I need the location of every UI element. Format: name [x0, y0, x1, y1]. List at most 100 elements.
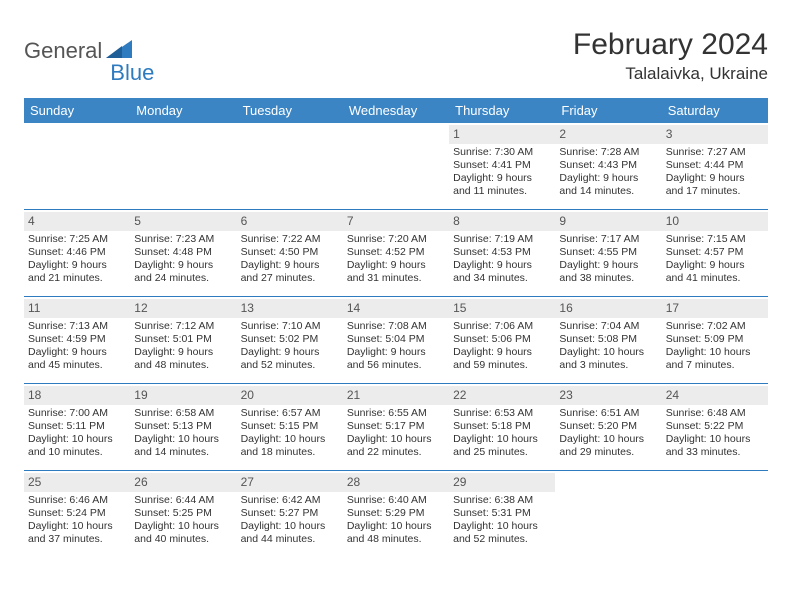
daylight2-text: and 44 minutes. [241, 533, 339, 546]
sunrise-text: Sunrise: 7:27 AM [666, 146, 764, 159]
daylight2-text: and 59 minutes. [453, 359, 551, 372]
sunset-text: Sunset: 4:55 PM [559, 246, 657, 259]
day-number: 17 [662, 299, 768, 318]
daylight1-text: Daylight: 10 hours [347, 433, 445, 446]
sunrise-text: Sunrise: 7:19 AM [453, 233, 551, 246]
day-cell [555, 471, 661, 557]
weekday-header-row: Sunday Monday Tuesday Wednesday Thursday… [24, 98, 768, 123]
sunrise-text: Sunrise: 7:23 AM [134, 233, 232, 246]
daylight1-text: Daylight: 9 hours [28, 346, 126, 359]
day-cell: 16Sunrise: 7:04 AMSunset: 5:08 PMDayligh… [555, 297, 661, 383]
sunset-text: Sunset: 5:13 PM [134, 420, 232, 433]
sunset-text: Sunset: 4:43 PM [559, 159, 657, 172]
title-block: February 2024 Talalaivka, Ukraine [573, 28, 768, 84]
day-number: 26 [130, 473, 236, 492]
sunrise-text: Sunrise: 6:57 AM [241, 407, 339, 420]
weekday-header: Saturday [662, 98, 768, 123]
day-number: 1 [449, 125, 555, 144]
day-cell: 20Sunrise: 6:57 AMSunset: 5:15 PMDayligh… [237, 384, 343, 470]
week-row: 18Sunrise: 7:00 AMSunset: 5:11 PMDayligh… [24, 384, 768, 471]
sunrise-text: Sunrise: 7:17 AM [559, 233, 657, 246]
day-number: 8 [449, 212, 555, 231]
day-cell: 19Sunrise: 6:58 AMSunset: 5:13 PMDayligh… [130, 384, 236, 470]
day-number: 13 [237, 299, 343, 318]
daylight2-text: and 52 minutes. [241, 359, 339, 372]
daylight2-text: and 21 minutes. [28, 272, 126, 285]
daylight1-text: Daylight: 9 hours [347, 346, 445, 359]
day-cell: 18Sunrise: 7:00 AMSunset: 5:11 PMDayligh… [24, 384, 130, 470]
daylight1-text: Daylight: 9 hours [347, 259, 445, 272]
day-cell: 9Sunrise: 7:17 AMSunset: 4:55 PMDaylight… [555, 210, 661, 296]
daylight1-text: Daylight: 10 hours [559, 433, 657, 446]
daylight1-text: Daylight: 10 hours [28, 520, 126, 533]
daylight1-text: Daylight: 10 hours [241, 433, 339, 446]
sunset-text: Sunset: 5:22 PM [666, 420, 764, 433]
daylight2-text: and 22 minutes. [347, 446, 445, 459]
daylight1-text: Daylight: 9 hours [241, 346, 339, 359]
sunset-text: Sunset: 5:08 PM [559, 333, 657, 346]
daylight1-text: Daylight: 10 hours [666, 346, 764, 359]
day-cell: 8Sunrise: 7:19 AMSunset: 4:53 PMDaylight… [449, 210, 555, 296]
daylight2-text: and 7 minutes. [666, 359, 764, 372]
daylight1-text: Daylight: 10 hours [28, 433, 126, 446]
daylight1-text: Daylight: 9 hours [241, 259, 339, 272]
day-cell: 23Sunrise: 6:51 AMSunset: 5:20 PMDayligh… [555, 384, 661, 470]
day-number: 28 [343, 473, 449, 492]
sunrise-text: Sunrise: 6:48 AM [666, 407, 764, 420]
day-cell: 21Sunrise: 6:55 AMSunset: 5:17 PMDayligh… [343, 384, 449, 470]
daylight2-text: and 14 minutes. [134, 446, 232, 459]
daylight2-text: and 29 minutes. [559, 446, 657, 459]
weekday-header: Tuesday [237, 98, 343, 123]
day-number: 6 [237, 212, 343, 231]
day-cell: 5Sunrise: 7:23 AMSunset: 4:48 PMDaylight… [130, 210, 236, 296]
daylight2-text: and 14 minutes. [559, 185, 657, 198]
sunset-text: Sunset: 4:52 PM [347, 246, 445, 259]
daylight2-text: and 56 minutes. [347, 359, 445, 372]
sunrise-text: Sunrise: 7:04 AM [559, 320, 657, 333]
daylight2-text: and 11 minutes. [453, 185, 551, 198]
daylight2-text: and 33 minutes. [666, 446, 764, 459]
sunrise-text: Sunrise: 6:58 AM [134, 407, 232, 420]
day-number: 7 [343, 212, 449, 231]
sunrise-text: Sunrise: 6:51 AM [559, 407, 657, 420]
calendar-page: General Blue February 2024 Talalaivka, U… [0, 0, 792, 575]
day-number: 21 [343, 386, 449, 405]
day-number: 16 [555, 299, 661, 318]
daylight1-text: Daylight: 9 hours [559, 172, 657, 185]
daylight2-text: and 38 minutes. [559, 272, 657, 285]
sunrise-text: Sunrise: 7:00 AM [28, 407, 126, 420]
daylight2-text: and 52 minutes. [453, 533, 551, 546]
daylight2-text: and 40 minutes. [134, 533, 232, 546]
day-cell: 26Sunrise: 6:44 AMSunset: 5:25 PMDayligh… [130, 471, 236, 557]
daylight1-text: Daylight: 9 hours [559, 259, 657, 272]
daylight2-text: and 10 minutes. [28, 446, 126, 459]
sunset-text: Sunset: 4:46 PM [28, 246, 126, 259]
day-cell: 28Sunrise: 6:40 AMSunset: 5:29 PMDayligh… [343, 471, 449, 557]
sunset-text: Sunset: 4:53 PM [453, 246, 551, 259]
sunset-text: Sunset: 5:15 PM [241, 420, 339, 433]
sunrise-text: Sunrise: 6:53 AM [453, 407, 551, 420]
sunset-text: Sunset: 5:09 PM [666, 333, 764, 346]
day-number: 15 [449, 299, 555, 318]
brand-logo: General Blue [24, 28, 154, 74]
day-cell [130, 123, 236, 209]
daylight2-text: and 48 minutes. [347, 533, 445, 546]
daylight2-text: and 25 minutes. [453, 446, 551, 459]
sunrise-text: Sunrise: 7:13 AM [28, 320, 126, 333]
sunset-text: Sunset: 4:44 PM [666, 159, 764, 172]
sunset-text: Sunset: 5:06 PM [453, 333, 551, 346]
day-cell [343, 123, 449, 209]
daylight1-text: Daylight: 10 hours [134, 520, 232, 533]
day-number: 29 [449, 473, 555, 492]
daylight2-text: and 18 minutes. [241, 446, 339, 459]
sunset-text: Sunset: 5:27 PM [241, 507, 339, 520]
day-cell: 12Sunrise: 7:12 AMSunset: 5:01 PMDayligh… [130, 297, 236, 383]
sunrise-text: Sunrise: 7:08 AM [347, 320, 445, 333]
month-title: February 2024 [573, 28, 768, 62]
daylight1-text: Daylight: 9 hours [134, 259, 232, 272]
sunset-text: Sunset: 5:11 PM [28, 420, 126, 433]
day-number: 19 [130, 386, 236, 405]
weekday-header: Thursday [449, 98, 555, 123]
daylight1-text: Daylight: 9 hours [666, 172, 764, 185]
daylight2-text: and 17 minutes. [666, 185, 764, 198]
